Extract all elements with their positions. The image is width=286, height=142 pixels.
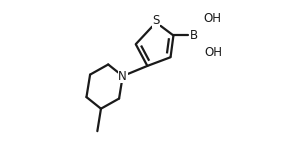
Text: OH: OH <box>204 46 222 59</box>
Text: S: S <box>152 14 160 27</box>
Text: OH: OH <box>203 12 221 25</box>
Text: B: B <box>190 29 198 42</box>
Text: N: N <box>118 70 127 83</box>
